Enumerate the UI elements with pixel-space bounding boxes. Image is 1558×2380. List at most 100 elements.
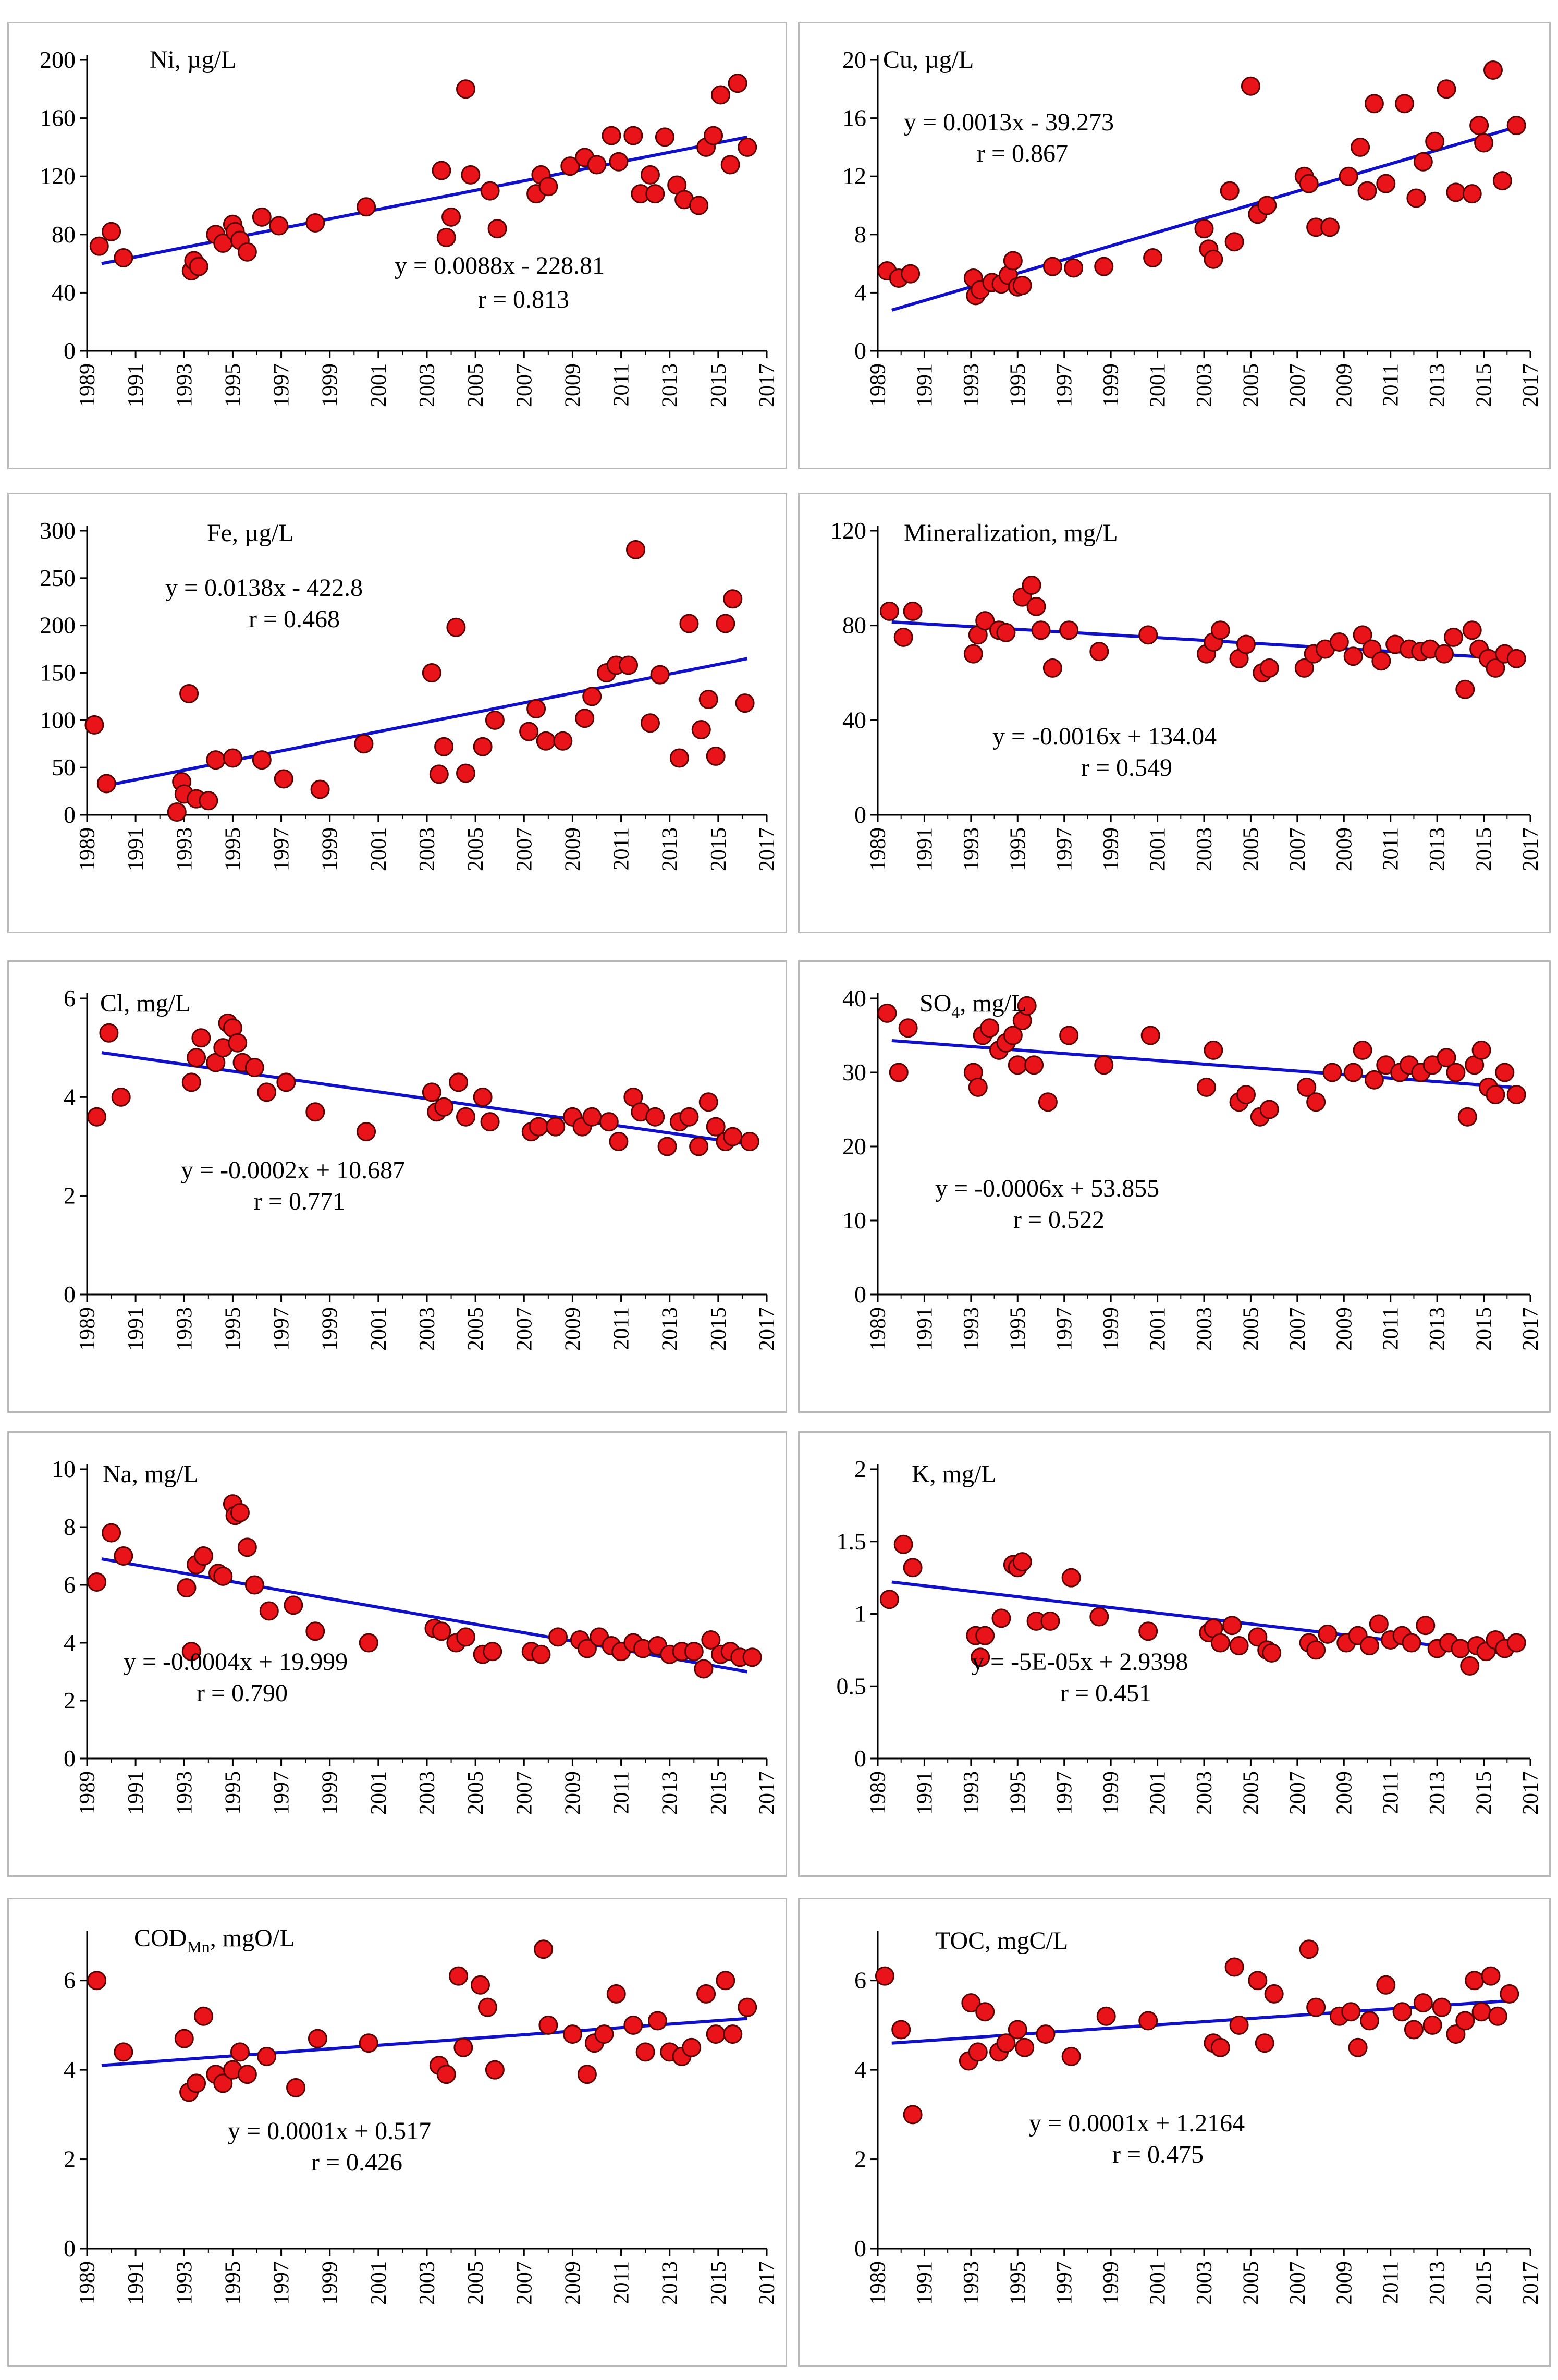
x-tick-label: 1999 (1099, 2261, 1123, 2305)
data-point (704, 126, 723, 145)
x-tick-label: 1989 (866, 2261, 890, 2305)
data-point (436, 2065, 456, 2084)
chart-panel-6: 0 10 20 30 40 1989 1991 1993 1995 1997 1999 2001 200… (798, 960, 1551, 1413)
y-tick-label: 12 (842, 163, 866, 189)
y-tick-label: 10 (52, 1456, 76, 1482)
data-point (1425, 131, 1445, 151)
x-tick-label: 1989 (76, 827, 100, 871)
x-tick-label: 2013 (658, 363, 682, 407)
data-point (1359, 1636, 1379, 1656)
data-point (1294, 658, 1314, 678)
x-tick-label: 2003 (1193, 1771, 1217, 1815)
x-tick-label: 2011 (610, 1771, 634, 1814)
data-point (456, 79, 476, 99)
data-point (1138, 2011, 1158, 2031)
data-point (259, 1601, 279, 1621)
data-point (87, 1971, 107, 1991)
x-tick-label: 2009 (561, 1771, 585, 1815)
data-point (1040, 1611, 1060, 1631)
data-point (893, 1534, 913, 1554)
data-point (1241, 76, 1260, 96)
x-tick-label: 1993 (173, 1771, 197, 1815)
correlation-coefficient: r = 0.475 (1112, 2141, 1204, 2168)
y-tick-label: 0.5 (837, 1673, 867, 1699)
data-point (432, 161, 451, 180)
data-point (1059, 620, 1079, 640)
y-tick-label: 40 (842, 985, 866, 1011)
x-tick-label: 2017 (755, 2261, 779, 2305)
x-tick-label: 1989 (76, 2261, 100, 2305)
data-point (181, 1642, 201, 1662)
data-point (102, 222, 121, 241)
data-point (1364, 1070, 1384, 1090)
data-point (577, 2065, 597, 2084)
data-point (1392, 2002, 1412, 2022)
data-point (1416, 1616, 1436, 1636)
data-point (102, 1523, 121, 1543)
data-point (1500, 1984, 1519, 2004)
x-tick-label: 2009 (1332, 1771, 1356, 1815)
data-point (655, 127, 674, 147)
chart-title-subscript: Mn (187, 1937, 210, 1956)
chart-title: Ni, µg/L (150, 46, 236, 74)
y-tick-label: 160 (40, 105, 76, 131)
data-point (1031, 620, 1051, 640)
data-point (308, 2029, 327, 2048)
x-tick-label: 1991 (913, 2261, 937, 2305)
data-point (167, 802, 187, 822)
data-point (228, 1033, 248, 1053)
x-tick-label: 1993 (960, 363, 984, 407)
y-tick-label: 20 (842, 1133, 866, 1160)
x-tick-label: 1997 (1053, 2261, 1077, 2305)
data-point (562, 2024, 582, 2044)
data-point (626, 540, 646, 559)
y-tick-label: 1.5 (837, 1528, 867, 1555)
data-point (485, 710, 505, 730)
x-tick-label: 2003 (415, 827, 439, 871)
y-tick-label: 0 (64, 2235, 76, 2262)
y-tick-label: 2 (64, 1182, 76, 1209)
data-point (996, 2033, 1016, 2053)
data-point (738, 1997, 757, 2017)
x-tick-label: 1997 (1053, 363, 1077, 407)
x-tick-label: 1999 (318, 1307, 342, 1351)
x-tick-label: 2015 (1473, 2261, 1496, 2305)
data-point (194, 1546, 214, 1566)
data-point (534, 1939, 554, 1959)
x-tick-label: 1993 (960, 2261, 984, 2305)
x-tick-label: 1997 (270, 363, 294, 407)
data-point (1351, 137, 1370, 157)
data-point (903, 2105, 923, 2125)
x-tick-label: 2001 (367, 1771, 391, 1815)
x-tick-label: 2017 (1519, 1771, 1543, 1815)
x-tick-label: 2015 (1473, 827, 1496, 871)
y-tick-label: 6 (64, 1571, 76, 1598)
data-point (623, 126, 643, 145)
x-tick-label: 1995 (221, 827, 245, 871)
data-point (682, 2037, 702, 2057)
x-tick-label: 2009 (1332, 1307, 1356, 1351)
data-point (1042, 257, 1062, 276)
data-point (1229, 2015, 1249, 2035)
correlation-coefficient: r = 0.813 (478, 286, 569, 313)
x-tick-label: 1997 (270, 1307, 294, 1351)
x-tick-label: 2011 (610, 363, 634, 406)
data-point (716, 1971, 735, 1991)
y-tick-label: 4 (64, 1629, 76, 1656)
data-point (1236, 634, 1256, 654)
y-tick-label: 120 (40, 163, 76, 189)
data-point (1194, 219, 1214, 239)
data-point (650, 665, 670, 685)
data-point (689, 1137, 709, 1156)
data-point (1455, 679, 1475, 699)
data-point (623, 2015, 643, 2035)
y-tick-label: 150 (40, 660, 76, 686)
data-point (1437, 1048, 1456, 1068)
data-point (480, 181, 500, 201)
data-point (213, 1566, 233, 1586)
data-point (891, 2020, 911, 2040)
data-point (963, 644, 983, 664)
x-tick-label: 2007 (1286, 827, 1310, 871)
x-tick-label: 2013 (1426, 363, 1450, 407)
data-point (1455, 2011, 1475, 2031)
